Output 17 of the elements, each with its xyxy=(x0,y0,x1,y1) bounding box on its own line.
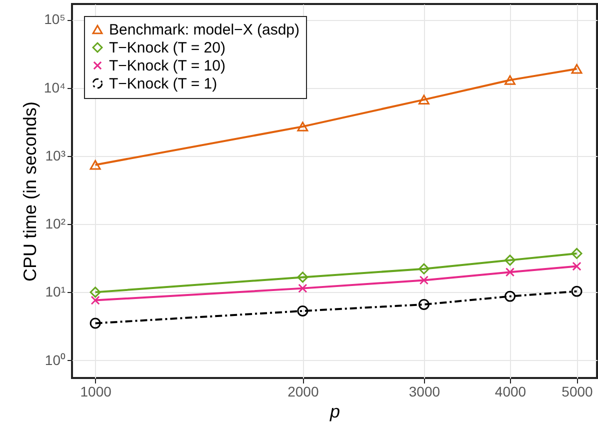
x-tick-label: 4000 xyxy=(494,384,526,400)
x-tick-label: 3000 xyxy=(408,384,440,400)
y-tick-label: 10⁰ xyxy=(44,352,66,368)
x-axis-title: p xyxy=(328,402,340,422)
y-axis-title: CPU time (in seconds) xyxy=(20,101,40,282)
y-tick-label: 10¹ xyxy=(45,284,66,300)
y-tick-label: 10³ xyxy=(45,147,66,164)
legend-label: Benchmark: model−X (asdp) xyxy=(109,22,300,38)
x-tick-label: 2000 xyxy=(288,384,319,400)
legend-label: T−Knock (T = 1) xyxy=(109,76,218,92)
x-tick-label: 5000 xyxy=(562,384,594,400)
y-tick-label: 10² xyxy=(45,216,66,232)
x-tick-label: 1000 xyxy=(80,384,112,400)
legend-label: T−Knock (T = 10) xyxy=(109,58,226,74)
y-tick-label: 10⁵ xyxy=(44,11,66,28)
legend-label: T−Knock (T = 20) xyxy=(109,40,226,56)
y-tick-label: 10⁴ xyxy=(44,79,66,96)
